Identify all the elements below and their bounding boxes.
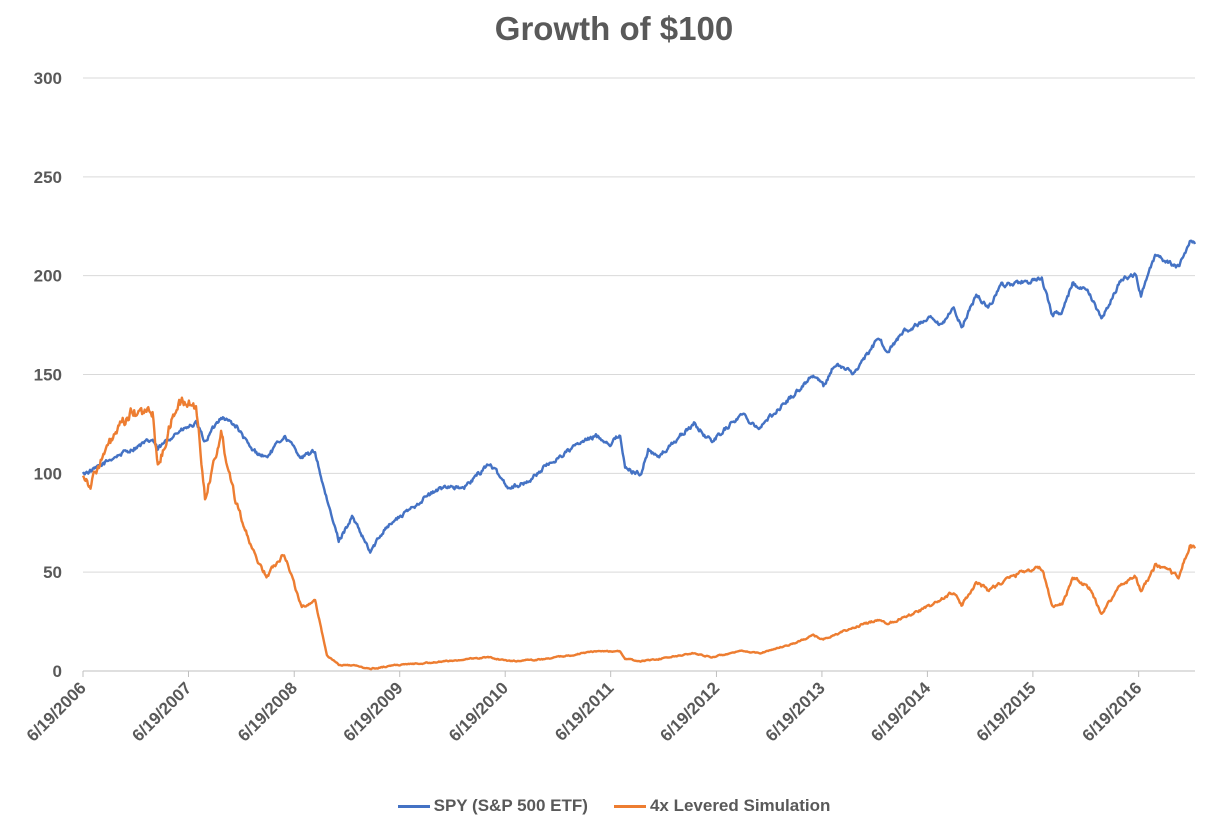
x-tick-label: 6/19/2014 [867,678,934,745]
y-tick-label: 100 [34,464,62,483]
legend-label-levered: 4x Levered Simulation [649,796,831,815]
y-tick-label: 0 [53,662,62,681]
legend: SPY (S&P 500 ETF) 4x Levered Simulation [0,796,1228,816]
y-tick-label: 200 [34,267,62,286]
y-tick-label: 150 [34,366,62,385]
x-tick-label: 6/19/2011 [551,678,617,744]
x-tick-label: 6/19/2006 [23,678,90,745]
x-tick-label: 6/19/2007 [128,678,195,745]
legend-label-spy: SPY (S&P 500 ETF) [433,796,588,815]
x-tick-label: 6/19/2008 [234,678,301,745]
series-line-levered [81,396,1197,671]
y-tick-label: 50 [43,563,62,582]
chart-title: Growth of $100 [494,10,734,47]
legend-item-spy: SPY (S&P 500 ETF) [397,796,588,816]
x-tick-label: 6/19/2010 [445,678,512,745]
legend-swatch-levered [613,804,646,808]
y-tick-label: 300 [34,69,62,88]
legend-item-levered: 4x Levered Simulation [613,796,831,816]
series-line-spy [81,239,1197,554]
y-tick-label: 250 [34,168,62,187]
x-tick-label: 6/19/2012 [656,678,723,745]
x-tick-label: 6/19/2009 [340,678,407,745]
x-tick-label: 6/19/2015 [973,678,1040,745]
legend-swatch-spy [397,804,430,808]
x-tick-label: 6/19/2016 [1079,678,1146,745]
x-tick-label: 6/19/2013 [762,678,829,745]
